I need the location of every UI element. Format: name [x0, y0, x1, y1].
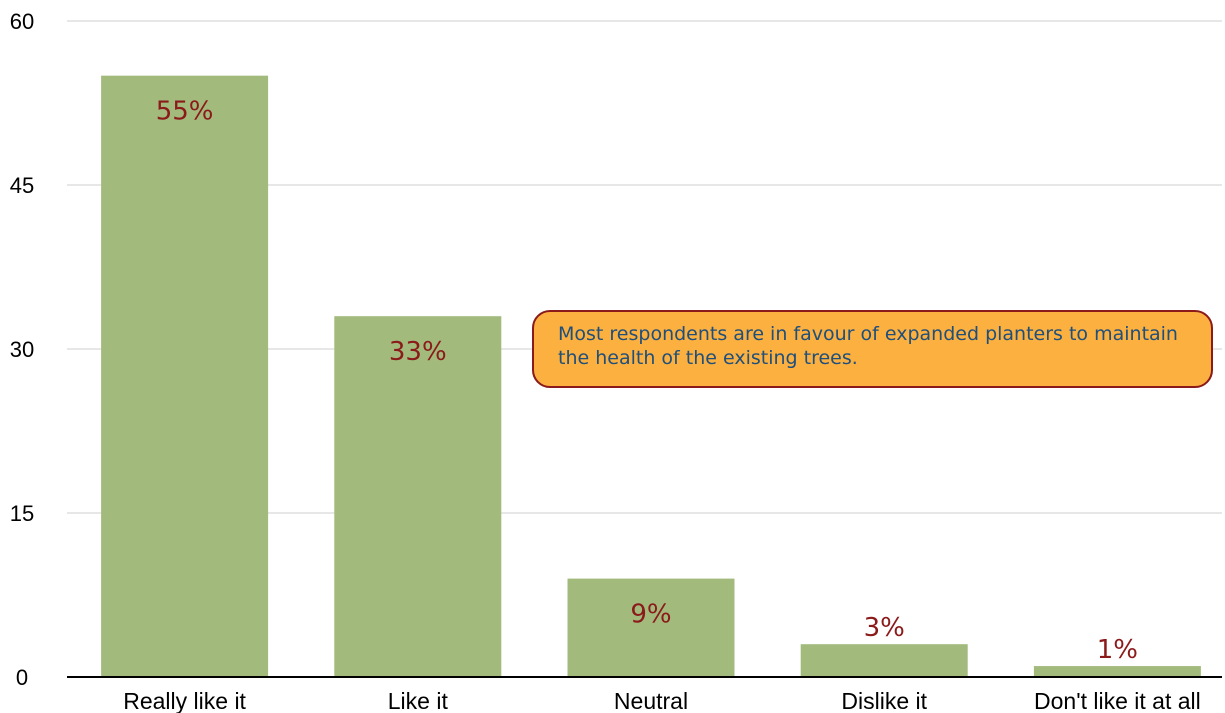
annotation-text: Most respondents are in favour of expand…	[558, 323, 1178, 369]
data-label: 55%	[156, 97, 214, 127]
data-label: 3%	[864, 613, 905, 643]
data-label: 1%	[1097, 635, 1138, 665]
annotation-callout: Most respondents are in favour of expand…	[532, 310, 1213, 388]
bar	[334, 316, 502, 677]
x-axis-tick-labels: Really like it Like it Neutral Dislike it Do…	[123, 688, 1201, 713]
x-tick-label: Neutral	[614, 688, 688, 713]
bar	[101, 75, 269, 677]
x-tick-label: Dislike it	[841, 688, 927, 713]
x-tick-label: Like it	[388, 688, 449, 713]
x-tick-label: Don't like it at all	[1034, 688, 1201, 713]
y-tick-label: 45	[10, 173, 34, 198]
data-label: 9%	[630, 600, 671, 630]
y-tick-label: 60	[10, 9, 34, 34]
bars	[101, 75, 1201, 677]
y-tick-label: 30	[10, 337, 34, 362]
data-labels: 55% 33% 9% 3% 1%	[156, 97, 1138, 665]
x-tick-label: Really like it	[123, 688, 246, 713]
bar	[800, 644, 968, 677]
y-axis-tick-labels: 0 15 30 45 60	[10, 9, 34, 690]
data-label: 33%	[389, 337, 447, 367]
y-tick-label: 15	[10, 501, 34, 526]
y-tick-label: 0	[16, 665, 28, 690]
bar	[567, 578, 735, 677]
bar	[1033, 666, 1201, 677]
